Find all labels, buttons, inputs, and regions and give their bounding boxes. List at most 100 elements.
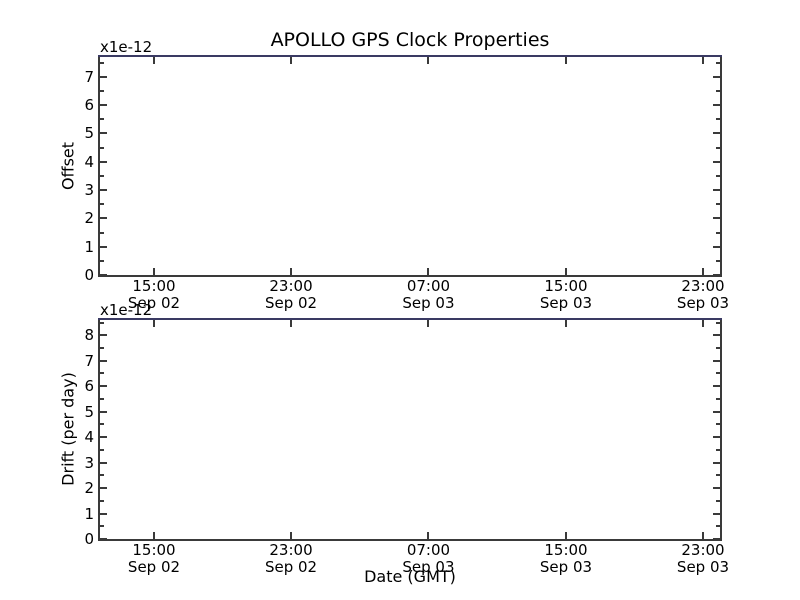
- y-tick-label: 1: [84, 504, 94, 523]
- y-minor-tick-right: [716, 62, 720, 64]
- x-tick-date: Sep 02: [127, 558, 181, 576]
- x-major-tick-top: [290, 320, 292, 327]
- x-tick-label: 07:00 Sep 03: [383, 278, 473, 312]
- y-major-tick-right: [713, 104, 720, 106]
- x-tick-date: Sep 02: [264, 294, 318, 312]
- y-minor-tick-right: [716, 232, 720, 234]
- x-tick-date: Sep 03: [539, 558, 593, 576]
- y-major-tick-left: [100, 462, 107, 464]
- x-tick-time: 07:00: [406, 277, 451, 295]
- x-tick-label: 15:00 Sep 03: [521, 278, 611, 312]
- y-minor-tick-left: [100, 322, 104, 324]
- x-major-tick-bottom: [427, 268, 429, 275]
- y-major-tick-left: [100, 334, 107, 336]
- y-scale-label-offset: x1e-12: [100, 38, 153, 56]
- x-tick-label: 23:00 Sep 03: [658, 542, 748, 576]
- y-minor-tick-left: [100, 449, 104, 451]
- y-minor-tick-right: [716, 322, 720, 324]
- x-tick-time: 23:00: [269, 541, 313, 559]
- y-major-tick-right: [713, 360, 720, 362]
- y-major-tick-left: [100, 538, 107, 540]
- y-major-tick-right: [713, 274, 720, 276]
- y-major-tick-right: [713, 411, 720, 413]
- y-tick-label: 0: [84, 530, 94, 548]
- x-major-tick-top: [153, 57, 155, 64]
- y-major-tick-left: [100, 189, 107, 191]
- y-major-tick-right: [713, 436, 720, 438]
- x-tick-time: 07:00: [406, 541, 451, 559]
- y-minor-tick-right: [716, 398, 720, 400]
- y-minor-tick-right: [716, 118, 720, 120]
- x-tick-label: 15:00 Sep 02: [109, 542, 199, 576]
- y-minor-tick-left: [100, 260, 104, 262]
- y-major-tick-left: [100, 132, 107, 134]
- x-tick-time: 15:00: [132, 277, 176, 295]
- x-major-tick-bottom: [702, 268, 704, 275]
- y-tick-label: 6: [84, 96, 94, 115]
- x-tick-time: 15:00: [544, 277, 588, 295]
- y-minor-tick-right: [716, 175, 720, 177]
- y-minor-tick-right: [716, 90, 720, 92]
- y-tick-label: 1: [84, 237, 94, 256]
- clipped-data-line: [98, 55, 722, 57]
- y-minor-tick-right: [716, 260, 720, 262]
- y-major-tick-left: [100, 217, 107, 219]
- y-minor-tick-right: [716, 147, 720, 149]
- x-major-tick-top: [427, 320, 429, 327]
- x-tick-date: Sep 03: [402, 558, 455, 576]
- y-tick-label: 2: [84, 479, 94, 498]
- x-major-tick-bottom: [565, 268, 567, 275]
- y-minor-tick-left: [100, 175, 104, 177]
- y-minor-tick-left: [100, 423, 104, 425]
- x-tick-label: 23:00 Sep 02: [246, 542, 336, 576]
- y-minor-tick-right: [716, 423, 720, 425]
- y-major-tick-right: [713, 513, 720, 515]
- y-major-tick-right: [713, 538, 720, 540]
- y-major-tick-left: [100, 246, 107, 248]
- y-minor-tick-left: [100, 90, 104, 92]
- x-major-tick-bottom: [290, 268, 292, 275]
- y-minor-tick-right: [716, 474, 720, 476]
- y-minor-tick-left: [100, 147, 104, 149]
- y-tick-label: 4: [84, 152, 94, 171]
- y-minor-tick-left: [100, 347, 104, 349]
- x-major-tick-bottom: [153, 268, 155, 275]
- axes-offset-plot: [98, 55, 722, 277]
- x-major-tick-top: [702, 320, 704, 327]
- y-major-tick-left: [100, 411, 107, 413]
- x-major-tick-bottom: [702, 532, 704, 539]
- x-major-tick-top: [702, 57, 704, 64]
- y-major-tick-right: [713, 132, 720, 134]
- y-minor-tick-left: [100, 232, 104, 234]
- chart-title: APOLLO GPS Clock Properties: [270, 29, 550, 51]
- y-major-tick-left: [100, 104, 107, 106]
- y-scale-label-drift: x1e-12: [100, 301, 153, 319]
- x-major-tick-top: [565, 57, 567, 64]
- y-minor-tick-right: [716, 449, 720, 451]
- y-minor-tick-left: [100, 500, 104, 502]
- axes-drift-plot: [98, 318, 722, 541]
- y-major-tick-right: [713, 487, 720, 489]
- y-major-tick-right: [713, 246, 720, 248]
- y-tick-label: 8: [84, 326, 94, 345]
- x-tick-date: Sep 02: [127, 294, 181, 312]
- x-major-tick-bottom: [427, 532, 429, 539]
- x-tick-date: Sep 03: [676, 294, 730, 312]
- y-major-tick-right: [713, 161, 720, 163]
- y-major-tick-right: [713, 385, 720, 387]
- x-tick-date: Sep 03: [539, 294, 593, 312]
- x-major-tick-bottom: [565, 532, 567, 539]
- x-tick-label: 23:00 Sep 02: [246, 278, 336, 312]
- y-major-tick-right: [713, 334, 720, 336]
- x-tick-label: 15:00 Sep 02: [109, 278, 199, 312]
- y-tick-label: 4: [84, 428, 94, 447]
- y-tick-label: 2: [84, 209, 94, 228]
- x-tick-date: Sep 02: [264, 558, 318, 576]
- x-major-tick-top: [153, 320, 155, 327]
- x-tick-label: 07:00 Sep 03: [383, 542, 473, 576]
- y-minor-tick-right: [716, 203, 720, 205]
- x-axis-label: Date (GMT): [364, 567, 456, 586]
- x-tick-time: 15:00: [132, 541, 176, 559]
- x-tick-label: 23:00 Sep 03: [658, 278, 748, 312]
- y-minor-tick-right: [716, 347, 720, 349]
